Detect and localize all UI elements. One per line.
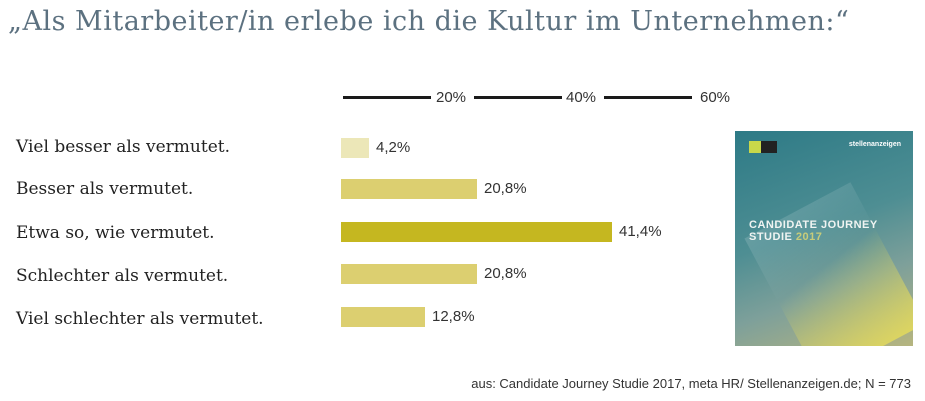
cover-logo-icon bbox=[749, 141, 761, 153]
axis-segment-2 bbox=[474, 96, 562, 99]
value-label-0: 4,2% bbox=[376, 139, 411, 156]
bar-4 bbox=[341, 307, 425, 327]
cover-title: CANDIDATE JOURNEY STUDIE 2017 bbox=[749, 219, 878, 243]
category-label-2: Etwa so, wie vermutet. bbox=[16, 223, 215, 243]
value-label-2: 41,4% bbox=[619, 223, 662, 240]
cover-title-line2: STUDIE 2017 bbox=[749, 231, 878, 243]
cover-light-stripe bbox=[744, 182, 913, 346]
study-cover-image: stellenanzeigen CANDIDATE JOURNEY STUDIE… bbox=[735, 131, 913, 346]
chart-title: „Als Mitarbeiter/in erlebe ich die Kultu… bbox=[8, 6, 850, 37]
cover-title-year: 2017 bbox=[795, 231, 823, 243]
category-label-0: Viel besser als vermutet. bbox=[16, 137, 230, 157]
tick-label-60: 60% bbox=[700, 89, 731, 106]
category-label-4: Viel schlechter als vermutet. bbox=[16, 309, 264, 329]
cover-title-line1: CANDIDATE JOURNEY bbox=[749, 219, 878, 231]
bar-3 bbox=[341, 264, 477, 284]
source-note: aus: Candidate Journey Studie 2017, meta… bbox=[471, 376, 911, 391]
bar-0 bbox=[341, 138, 369, 158]
bar-2 bbox=[341, 222, 612, 242]
axis-segment-3 bbox=[604, 96, 692, 99]
cover-logo-mark-icon bbox=[761, 141, 777, 153]
tick-label-40: 40% bbox=[566, 89, 597, 106]
axis-segment-1 bbox=[343, 96, 431, 99]
value-label-4: 12,8% bbox=[432, 308, 475, 325]
cover-brand: stellenanzeigen bbox=[848, 141, 901, 148]
bar-1 bbox=[341, 179, 477, 199]
value-label-3: 20,8% bbox=[484, 265, 527, 282]
tick-label-20: 20% bbox=[436, 89, 467, 106]
category-label-3: Schlechter als vermutet. bbox=[16, 266, 229, 286]
value-label-1: 20,8% bbox=[484, 180, 527, 197]
category-label-1: Besser als vermutet. bbox=[16, 179, 194, 199]
cover-title-studie: STUDIE bbox=[749, 231, 793, 243]
